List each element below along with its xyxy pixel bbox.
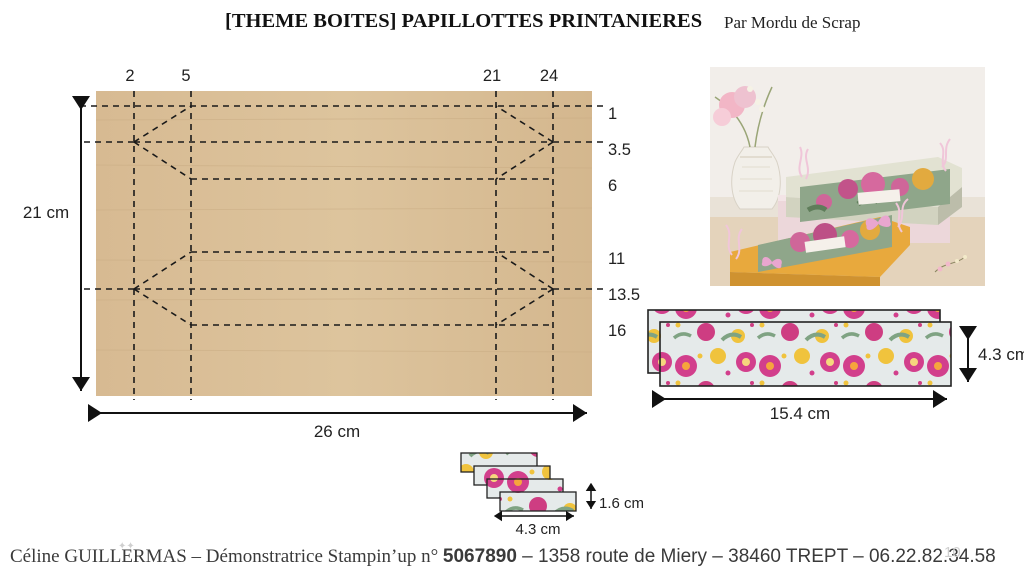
svg-text:1.6 cm: 1.6 cm xyxy=(599,495,644,512)
svg-text:4.3 cm: 4.3 cm xyxy=(515,521,560,538)
